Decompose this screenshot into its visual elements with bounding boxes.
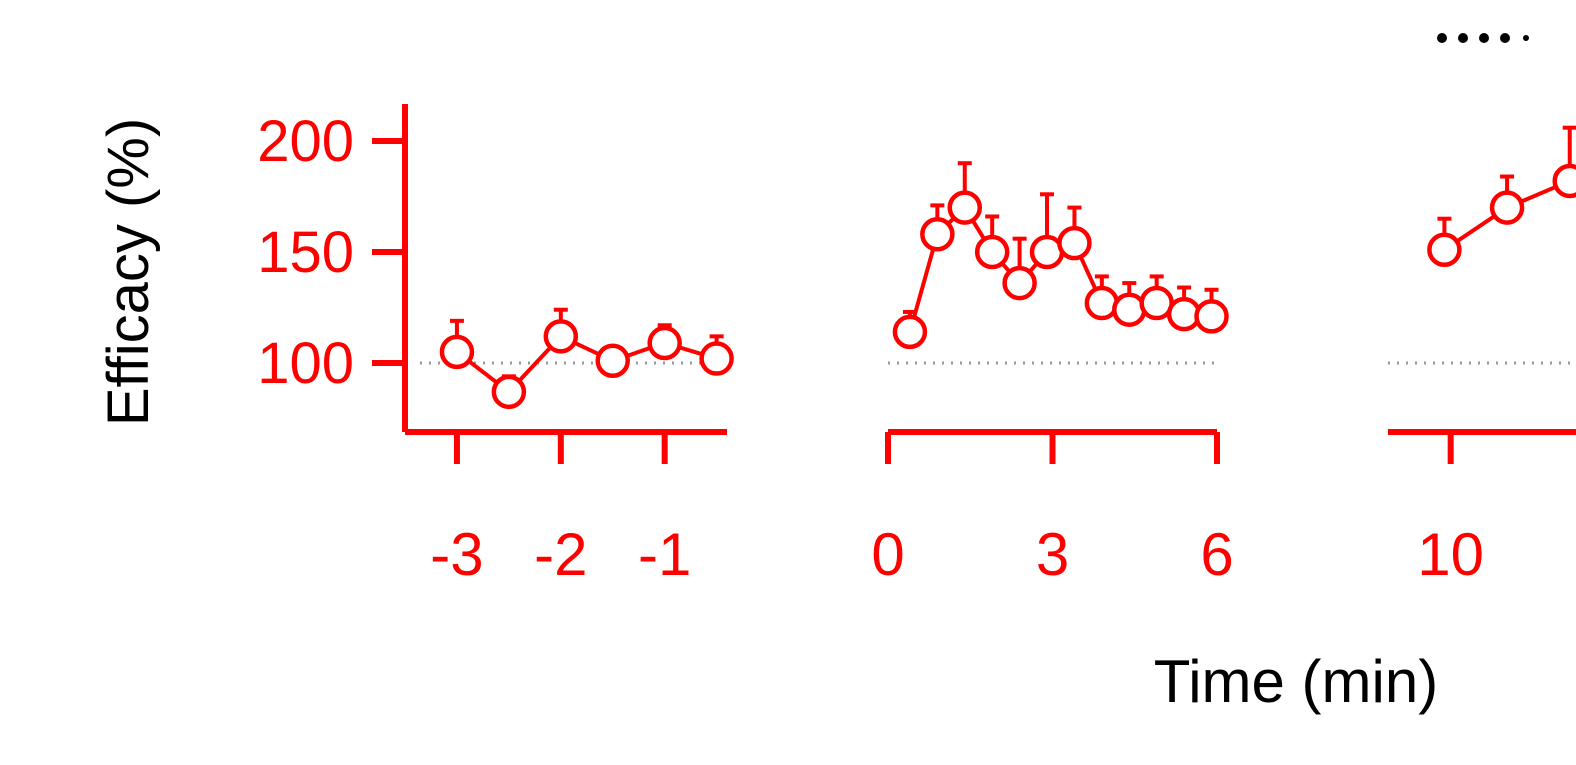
data-point	[920, 216, 955, 252]
x-tick-label: 6	[1200, 521, 1233, 588]
data-point	[699, 341, 734, 376]
y-tick-label: 200	[257, 109, 354, 174]
x-axis-label: Time (min)	[1154, 648, 1438, 715]
data-point	[439, 334, 475, 370]
data-point	[1194, 299, 1229, 334]
data-point	[1552, 163, 1576, 199]
legend-dot	[1479, 33, 1489, 43]
data-point	[1057, 225, 1092, 261]
y-axis-label: Efficacy (%)	[96, 118, 161, 426]
data-point	[647, 325, 682, 361]
data-point	[974, 234, 1010, 270]
x-tick-label: -1	[638, 521, 691, 588]
data-point	[595, 343, 630, 379]
legend-dot	[1458, 33, 1468, 43]
y-tick-label: 150	[257, 220, 354, 285]
data-point	[892, 314, 928, 350]
legend-dots	[1437, 33, 1529, 43]
data-point	[543, 319, 579, 354]
data-point	[491, 374, 527, 410]
y-axis-ticks: 100 150 200	[257, 109, 405, 396]
data-point	[1489, 190, 1525, 225]
legend-dot	[1437, 33, 1447, 43]
panel-2: 0 3 6	[871, 161, 1234, 588]
data-point	[1112, 292, 1147, 327]
x-tick-label: -3	[430, 521, 483, 588]
x-tick-label: 10	[1417, 521, 1484, 588]
panel-1: -3 -2 -1	[405, 307, 734, 588]
legend-dot	[1523, 35, 1529, 41]
data-point	[1084, 285, 1120, 321]
data-point	[1427, 232, 1462, 268]
data-point	[1002, 265, 1037, 301]
x-tick-label: 3	[1036, 521, 1069, 588]
data-point	[947, 190, 983, 225]
chart-panels: -3 -2 -1 0 3 6 10	[405, 125, 1576, 588]
panel-3: 10	[1388, 125, 1576, 588]
legend-dot	[1500, 33, 1510, 43]
x-tick-label: 0	[871, 521, 904, 588]
y-tick-label: 100	[257, 331, 354, 396]
x-tick-label: -2	[534, 521, 587, 588]
